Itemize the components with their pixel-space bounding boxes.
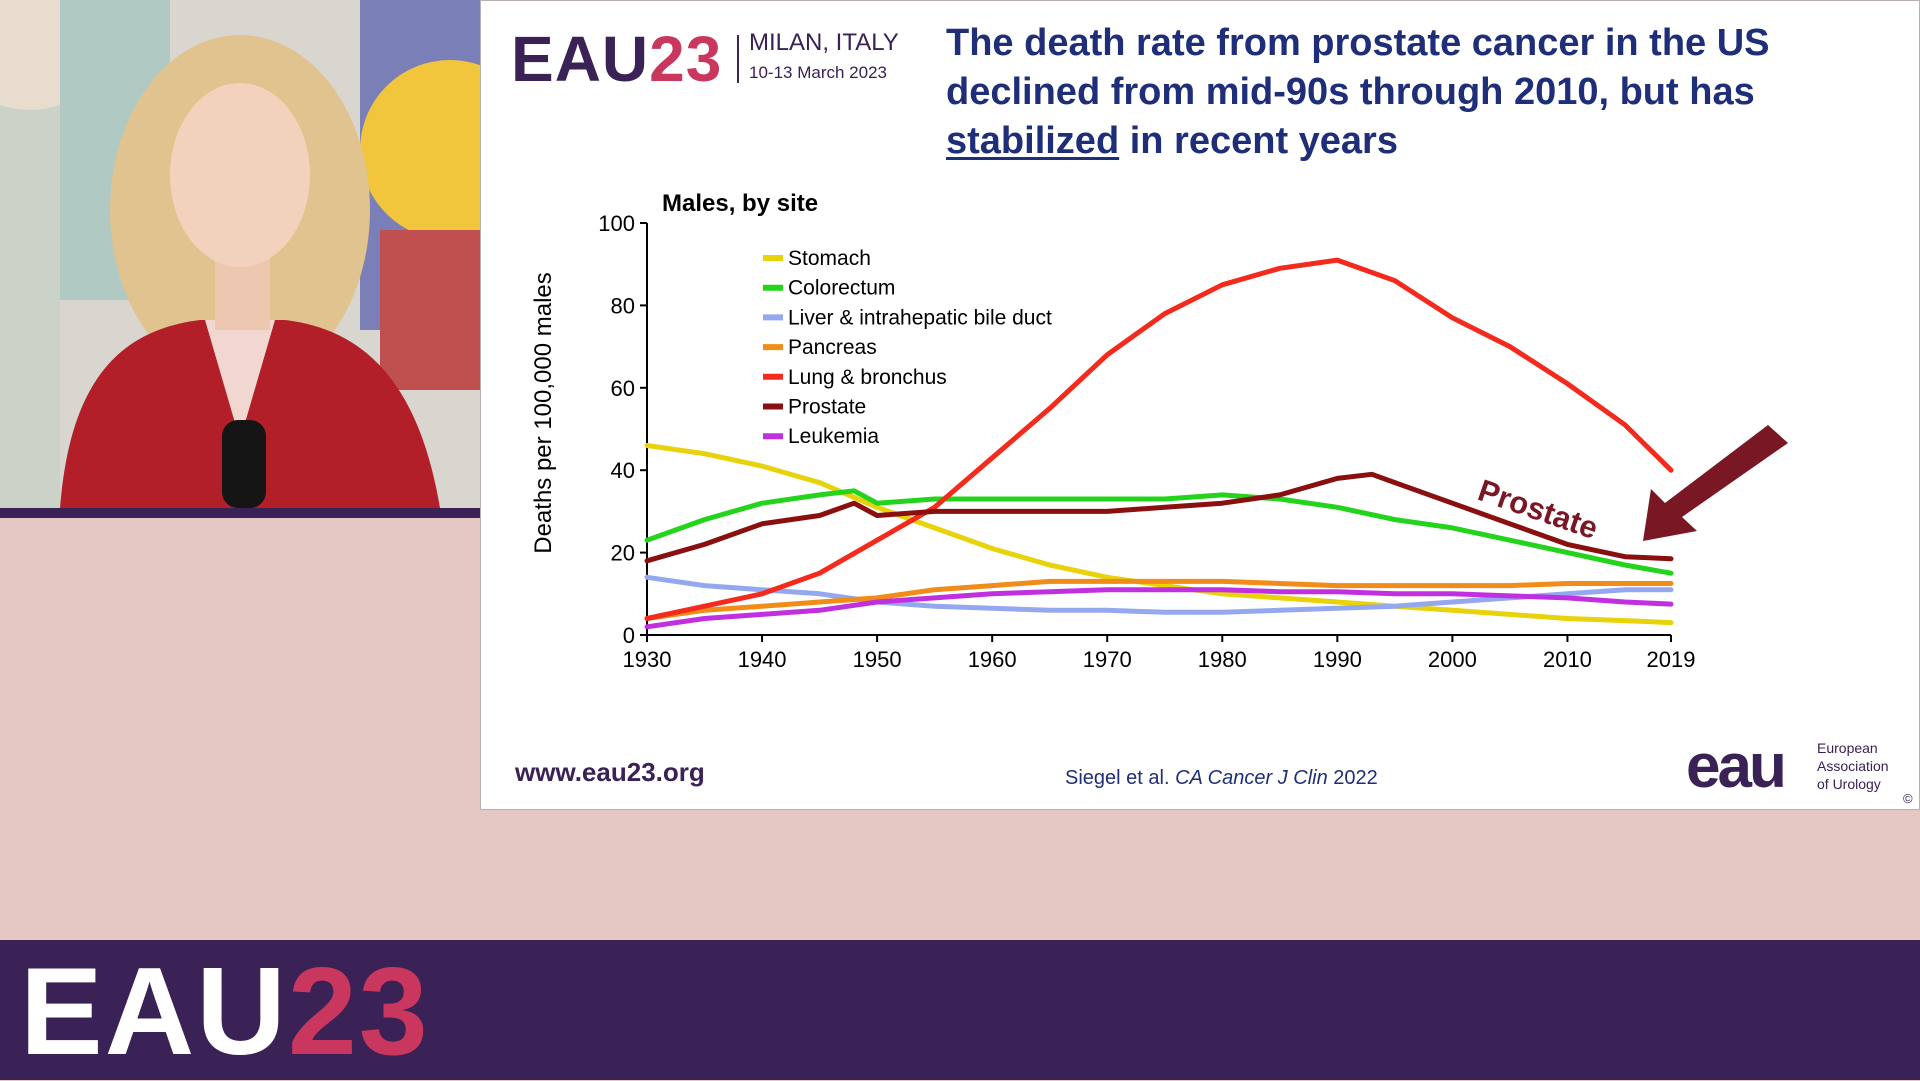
x-tick-label: 2010 xyxy=(1543,647,1592,672)
logo-eau-text: EAU xyxy=(511,23,650,95)
series-line-prostate xyxy=(644,471,1674,564)
y-tick-label: 60 xyxy=(611,376,635,401)
eau23-logo: EAU23 xyxy=(511,27,722,91)
legend-label: Colorectum xyxy=(788,277,895,300)
org-line1: European xyxy=(1817,740,1878,756)
org-line3: of Urology xyxy=(1817,776,1881,792)
chart-title: Males, by site xyxy=(662,190,818,217)
bottom-banner: EAU23 xyxy=(0,940,1920,1080)
arrow-icon xyxy=(1643,425,1788,541)
video-border xyxy=(0,508,480,518)
citation-journal: CA Cancer J Clin xyxy=(1175,767,1328,789)
citation-year: 2022 xyxy=(1333,767,1378,789)
event-dates: 10-13 March 2023 xyxy=(749,63,887,82)
legend-label: Pancreas xyxy=(788,336,877,359)
x-tick-label: 2000 xyxy=(1428,647,1477,672)
speaker-video-frame xyxy=(0,0,480,508)
site-url: www.eau23.org xyxy=(515,757,705,787)
eau-org-logo: eau xyxy=(1686,732,1787,801)
x-tick-label: 1970 xyxy=(1083,647,1132,672)
x-tick-label: 1980 xyxy=(1198,647,1247,672)
legend-label: Leukemia xyxy=(788,425,879,448)
series-line-stomach xyxy=(644,443,1674,626)
x-tick-label: 1960 xyxy=(968,647,1017,672)
chart-axes: 1930 1940 1950 1960 1970 1980 1990 2000 2010 2019… xyxy=(598,211,1695,672)
legend-label: Lung & bronchus xyxy=(788,366,947,389)
title-part2: in recent years xyxy=(1129,120,1398,162)
y-tick-label: 100 xyxy=(598,211,635,236)
legend-label: Prostate xyxy=(788,396,866,419)
logo-year-text: 23 xyxy=(649,23,723,95)
title-underlined: stabilized xyxy=(946,120,1120,162)
y-axis-label: Deaths per 100,000 males xyxy=(530,272,557,554)
legend-label: Liver & intrahepatic bile duct xyxy=(788,306,1052,329)
series-line-lung-bronchus xyxy=(644,257,1674,621)
y-tick-label: 80 xyxy=(611,293,635,318)
line-chart: Males, by site Deaths per 100,000 males … xyxy=(530,190,1788,672)
series-line-pancreas xyxy=(644,578,1674,621)
speaker-video xyxy=(0,0,480,508)
eau-org-name: European Association of Urology xyxy=(1817,739,1889,793)
banner-eau23-logo: EAU23 xyxy=(20,950,430,1074)
y-tick-label: 40 xyxy=(611,458,635,483)
presentation-slide: EAU23 MILAN, ITALY 10-13 March 2023 The … xyxy=(480,0,1920,810)
event-location: MILAN, ITALY xyxy=(749,29,899,56)
y-tick-label: 20 xyxy=(611,541,635,566)
chart-legend: Stomach Colorectum Liver & intrahepatic bi… xyxy=(763,247,1052,448)
x-tick-label: 1950 xyxy=(853,647,902,672)
citation-authors: Siegel et al. xyxy=(1065,767,1170,789)
x-tick-label: 2019 xyxy=(1647,647,1696,672)
y-tick-label: 0 xyxy=(623,623,635,648)
citation: Siegel et al. CA Cancer J Clin 2022 xyxy=(1065,767,1378,790)
slide-title: The death rate from prostate cancer in t… xyxy=(946,19,1876,166)
org-line2: Association xyxy=(1817,758,1889,774)
x-tick-label: 1990 xyxy=(1313,647,1362,672)
banner-logo-year: 23 xyxy=(287,943,430,1081)
logo-divider xyxy=(737,35,739,83)
series-line-colorectum xyxy=(644,488,1674,576)
legend-label: Stomach xyxy=(788,247,871,270)
copyright-icon: © xyxy=(1903,791,1913,806)
title-part1: The death rate from prostate cancer in t… xyxy=(946,22,1770,113)
series-line-leukemia xyxy=(644,587,1674,630)
chart-series xyxy=(644,257,1674,630)
x-tick-label: 1930 xyxy=(623,647,672,672)
x-tick-label: 1940 xyxy=(738,647,787,672)
banner-logo-eau: EAU xyxy=(20,943,288,1081)
